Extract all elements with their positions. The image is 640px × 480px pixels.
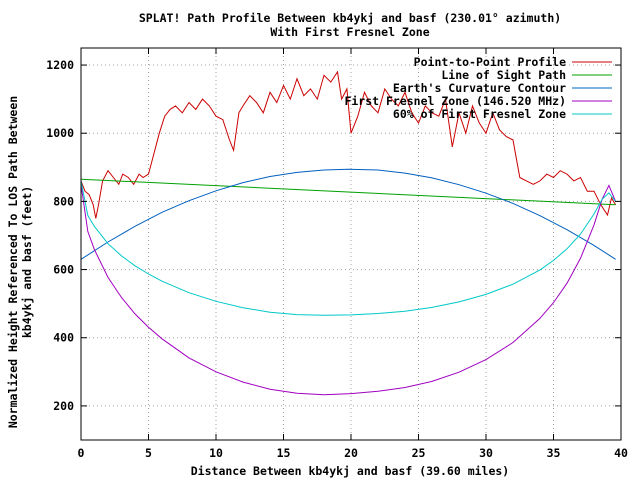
x-tick-label-2: 10: [209, 446, 223, 460]
y-tick-label-2: 600: [53, 263, 74, 277]
legend-label-line-of-sight-path: Line of Sight Path: [441, 68, 566, 82]
legend-label-earth-s-curvature-contour: Earth's Curvature Contour: [393, 81, 566, 95]
x-tick-label-6: 30: [479, 446, 493, 460]
x-tick-label-0: 0: [78, 446, 85, 460]
x-axis-label: Distance Between kb4ykj and basf (39.60 …: [191, 464, 510, 478]
legend-label-60-of-first-fresnel-zone: 60% of First Fresnel Zone: [393, 107, 566, 121]
series-line-earth-s-curvature-contour: [80, 168, 616, 260]
chart-subtitle: With First Fresnel Zone: [270, 25, 429, 39]
legend-label-point-to-point-profile: Point-to-Point Profile: [414, 55, 566, 69]
x-tick-label-4: 20: [344, 446, 358, 460]
plot-series: [80, 70, 617, 396]
x-tick-label-1: 5: [145, 446, 152, 460]
y-tick-label-1: 400: [53, 331, 74, 345]
series-line-60-of-first-fresnel-zone: [80, 180, 616, 316]
series-line-line-of-sight-path: [80, 178, 616, 206]
y-tick-label-3: 800: [53, 194, 74, 208]
axis-ticks: 0 5 10 15 20 25 30 35 40 200 400 600 800 1000 1200: [46, 48, 628, 460]
series-line-point-to-point-profile: [80, 70, 617, 219]
x-tick-label-3: 15: [277, 446, 291, 460]
x-tick-label-8: 40: [614, 446, 628, 460]
grid: [81, 48, 621, 440]
y-tick-label-5: 1200: [46, 58, 74, 72]
y-axis-label-line1: Normalized Height Referenced To LOS Path…: [6, 96, 20, 428]
chart-title: SPLAT! Path Profile Between kb4ykj and b…: [139, 11, 561, 25]
series-line-first-fresnel-zone-146-520-mhz: [80, 184, 617, 396]
x-tick-label-7: 35: [547, 446, 561, 460]
legend-label-first-fresnel-zone-146-520-mhz: First Fresnel Zone (146.520 MHz): [344, 94, 566, 108]
y-tick-label-4: 1000: [46, 126, 74, 140]
x-tick-label-5: 25: [412, 446, 426, 460]
y-axis-label-line2: kb4ykj and basf (feet): [20, 186, 34, 338]
y-tick-label-0: 200: [53, 399, 74, 413]
